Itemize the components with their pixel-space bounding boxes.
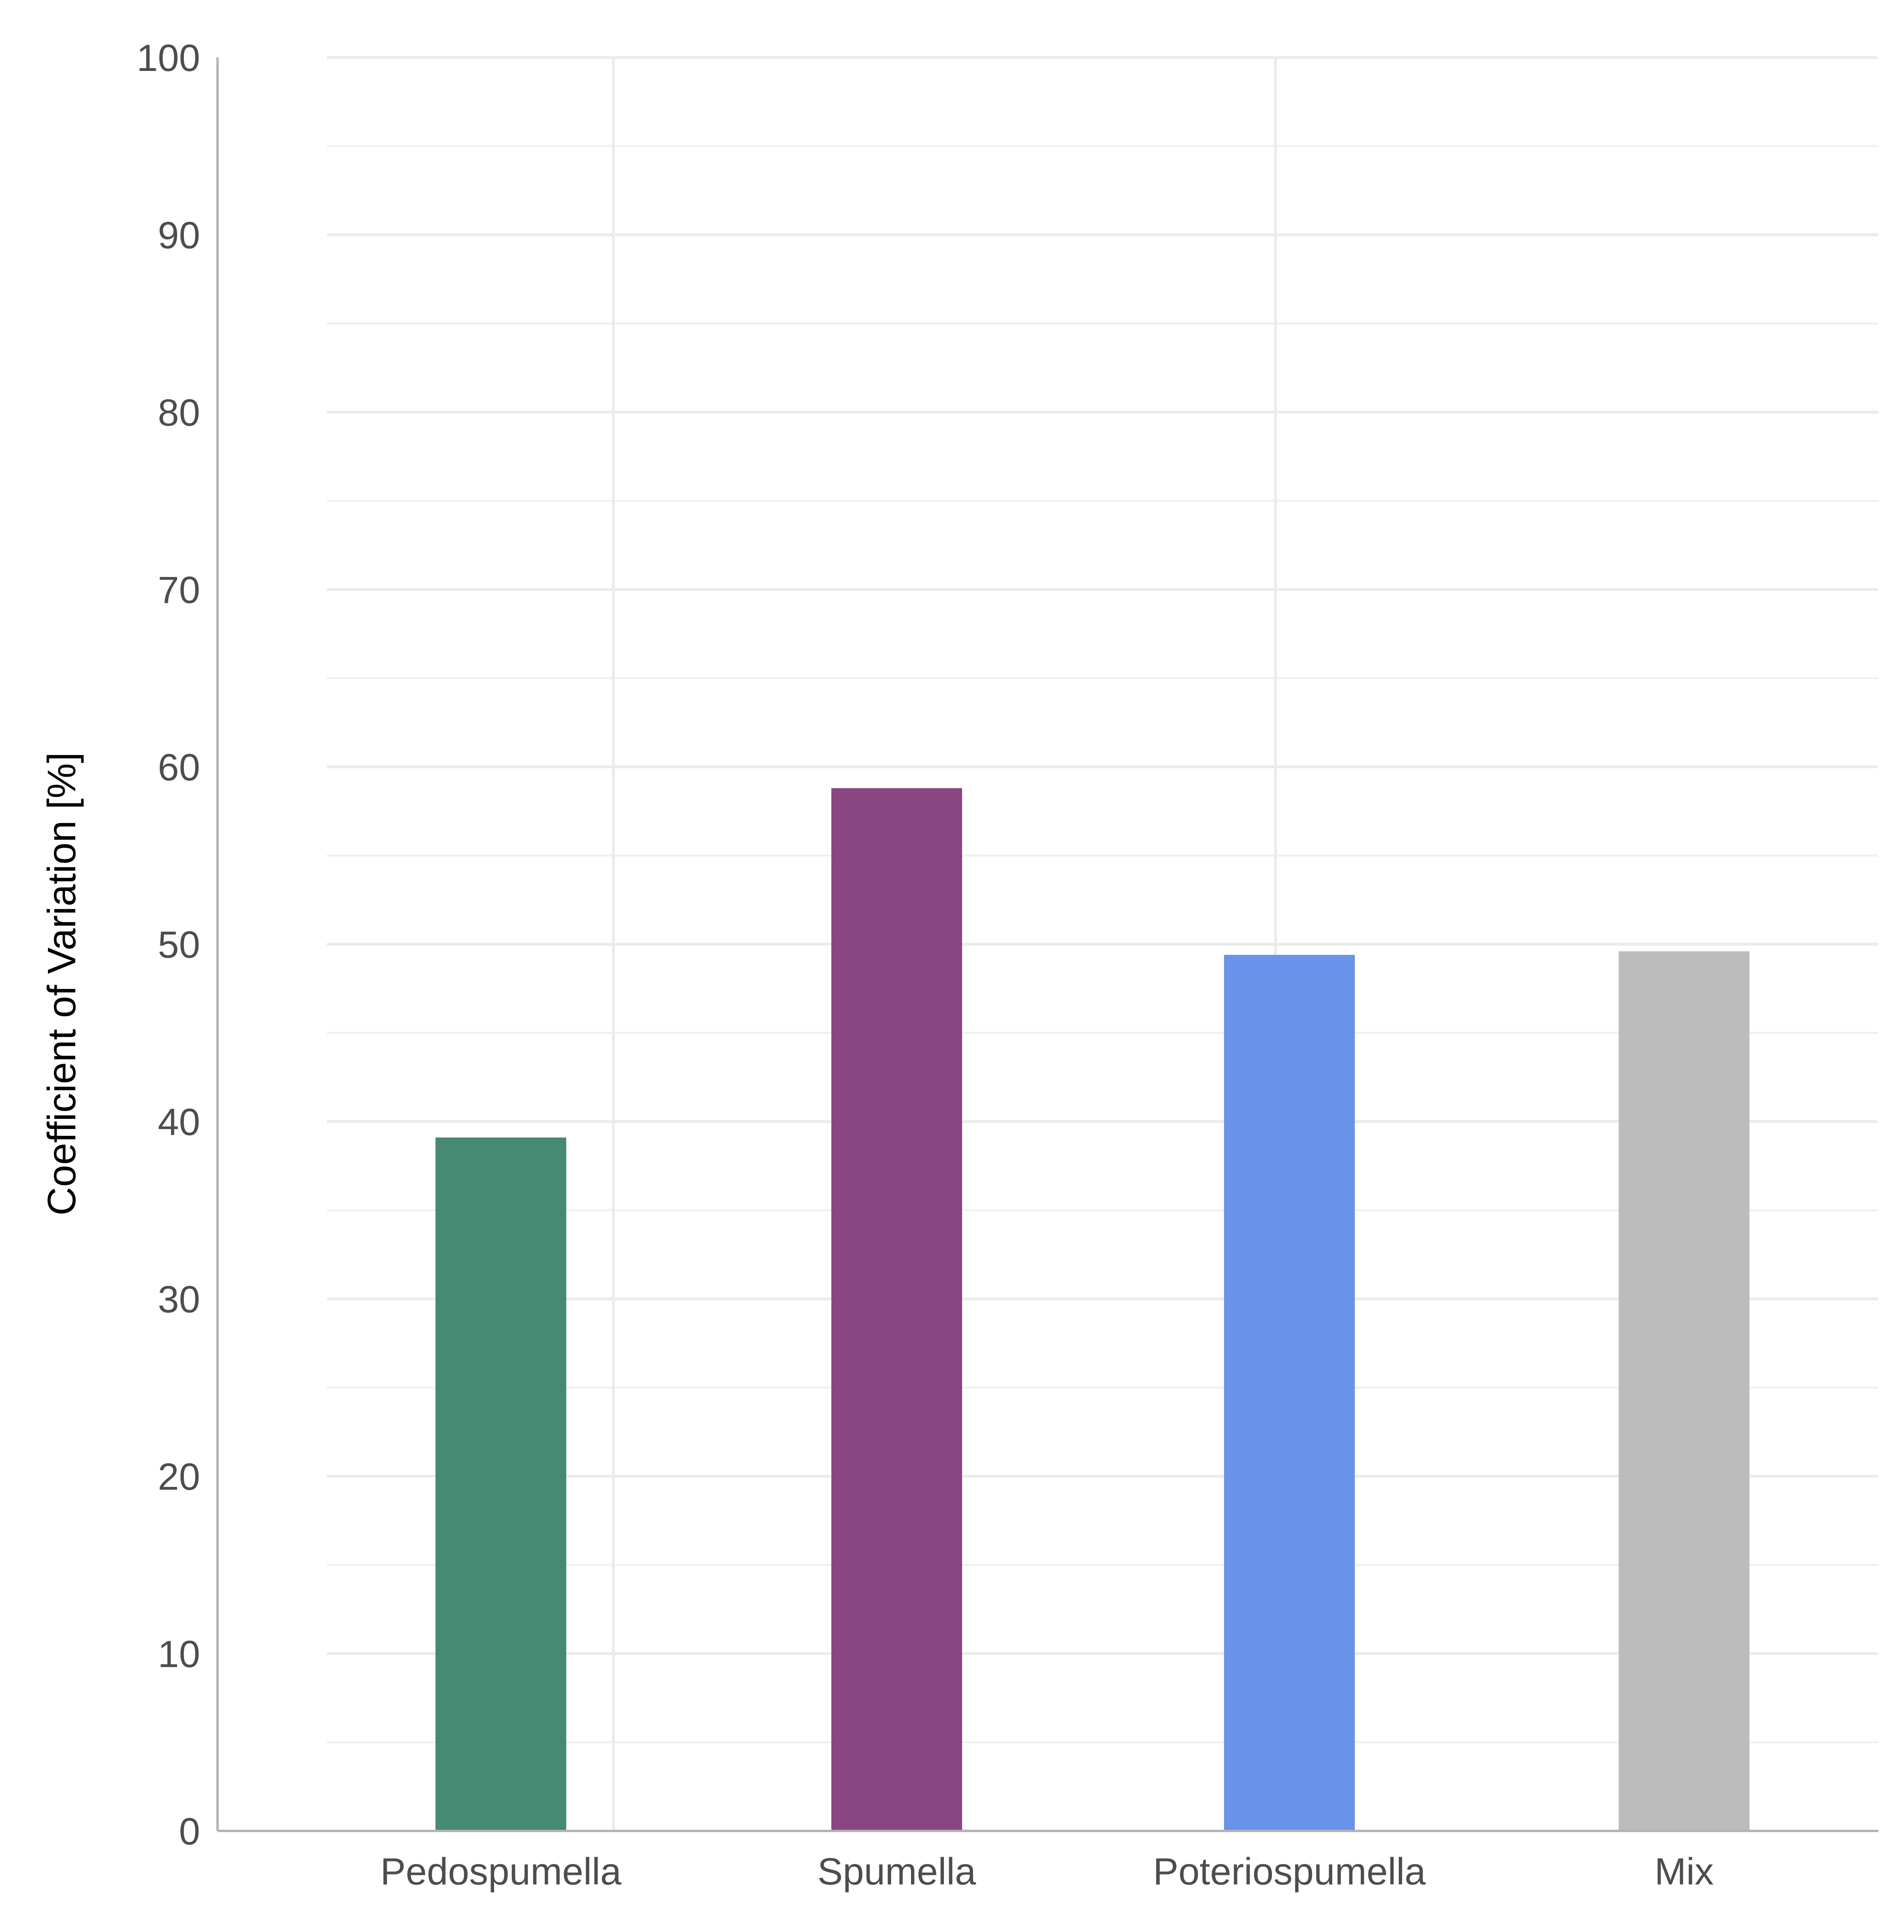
y-tick-label: 10 [158, 1633, 200, 1676]
y-tick-labels: 0 10 20 30 40 50 60 70 80 90 100 [137, 37, 200, 1853]
bar-spumella [831, 788, 962, 1831]
y-tick-label: 0 [179, 1810, 200, 1853]
y-tick-label: 90 [158, 214, 200, 257]
y-tick-label: 50 [158, 924, 200, 966]
x-tick-labels: Pedospumella Spumella Poteriospumella Mix [380, 1850, 1714, 1893]
y-tick-label: 60 [158, 746, 200, 789]
y-tick-label: 70 [158, 569, 200, 612]
axes [216, 57, 1878, 1832]
bar-poteriospumella [1224, 955, 1355, 1831]
y-tick-label: 40 [158, 1101, 200, 1143]
x-tick-label: Mix [1654, 1850, 1713, 1893]
y-tick-label: 80 [158, 392, 200, 434]
bar-mix [1619, 951, 1749, 1831]
y-tick-label: 20 [158, 1456, 200, 1498]
y-tick-label: 100 [137, 37, 200, 79]
bar-pedospumella [435, 1137, 566, 1831]
y-axis-title: Coefficient of Variation [%] [40, 752, 84, 1215]
x-tick-label: Pedospumella [380, 1850, 622, 1893]
bars [435, 788, 1749, 1831]
y-tick-label: 30 [158, 1278, 200, 1321]
x-tick-label: Poteriospumella [1153, 1850, 1426, 1893]
x-tick-label: Spumella [817, 1850, 976, 1893]
